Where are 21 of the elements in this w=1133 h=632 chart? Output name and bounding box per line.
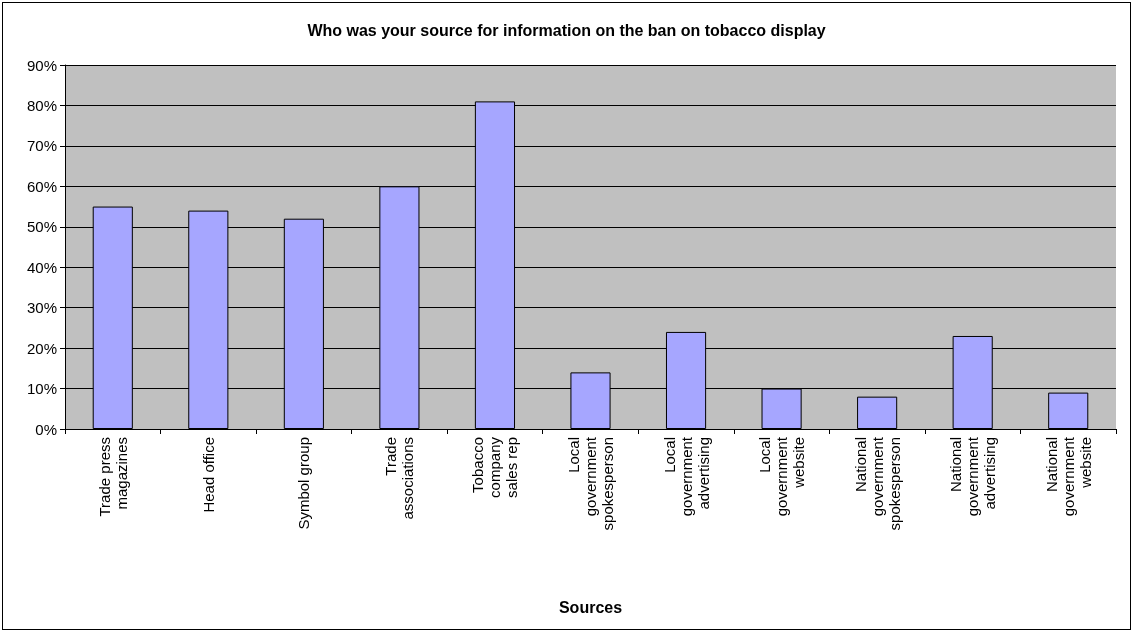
y-tick-label: 90%	[26, 56, 57, 74]
bar	[1048, 392, 1089, 429]
y-tick-label: 50%	[26, 218, 57, 236]
y-tick-label: 70%	[26, 137, 57, 155]
x-tick-label: Local government website	[756, 436, 808, 517]
x-tick-label: Symbol group	[295, 437, 313, 530]
y-tick-label: 30%	[26, 299, 57, 317]
y-tick-label: 80%	[26, 96, 57, 114]
bar	[857, 396, 898, 429]
y-tick-label: 20%	[26, 339, 57, 357]
y-tick-label: 40%	[26, 258, 57, 276]
x-tick-label: National government website	[1042, 436, 1094, 517]
x-tick-label: Trade press magazines	[95, 437, 130, 517]
x-tick-label: Head office	[199, 437, 217, 513]
x-tick-label: Tobacco company sales rep	[469, 436, 521, 498]
chart-title: Who was your source for information on the ban on tobacco display	[307, 21, 826, 39]
y-tick-label: 60%	[26, 177, 57, 195]
y-tick-label: 0%	[35, 420, 57, 438]
x-axis-title: Sources	[558, 598, 623, 616]
y-tick-label: 10%	[26, 380, 57, 398]
x-tick-label: Trade associations	[382, 437, 417, 520]
